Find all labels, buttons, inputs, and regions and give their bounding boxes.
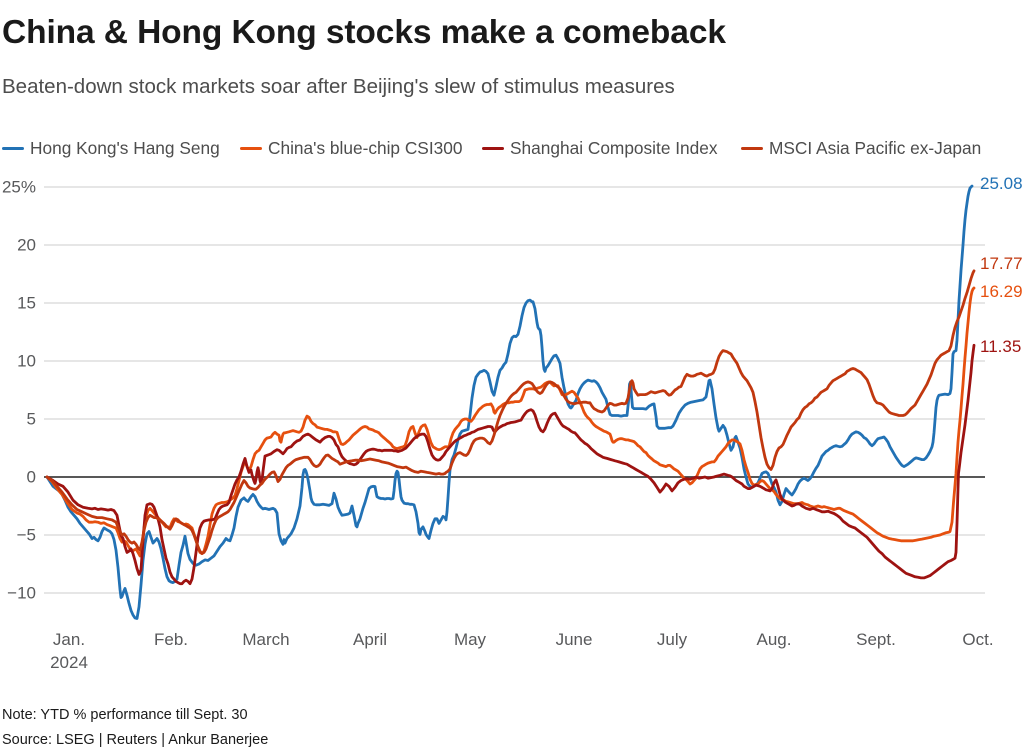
- svg-text:March: March: [242, 630, 289, 649]
- svg-text:15: 15: [17, 294, 36, 313]
- svg-text:July: July: [657, 630, 688, 649]
- svg-text:Jan.: Jan.: [53, 630, 85, 649]
- svg-text:April: April: [353, 630, 387, 649]
- svg-text:16.29: 16.29: [980, 282, 1023, 301]
- svg-text:Oct.: Oct.: [962, 630, 993, 649]
- svg-text:June: June: [556, 630, 593, 649]
- svg-text:Sept.: Sept.: [856, 630, 896, 649]
- svg-text:11.35: 11.35: [980, 337, 1021, 356]
- svg-text:20: 20: [17, 236, 36, 255]
- svg-text:−10: −10: [7, 584, 36, 603]
- svg-text:Aug.: Aug.: [757, 630, 792, 649]
- svg-text:5: 5: [27, 410, 36, 429]
- svg-text:10: 10: [17, 352, 36, 371]
- svg-text:Feb.: Feb.: [154, 630, 188, 649]
- svg-text:2024: 2024: [50, 653, 88, 672]
- svg-text:17.77: 17.77: [980, 254, 1023, 273]
- svg-text:0: 0: [27, 468, 36, 487]
- svg-text:25%: 25%: [2, 178, 36, 197]
- svg-text:−5: −5: [17, 526, 36, 545]
- svg-text:25.08: 25.08: [980, 174, 1023, 193]
- svg-text:May: May: [454, 630, 487, 649]
